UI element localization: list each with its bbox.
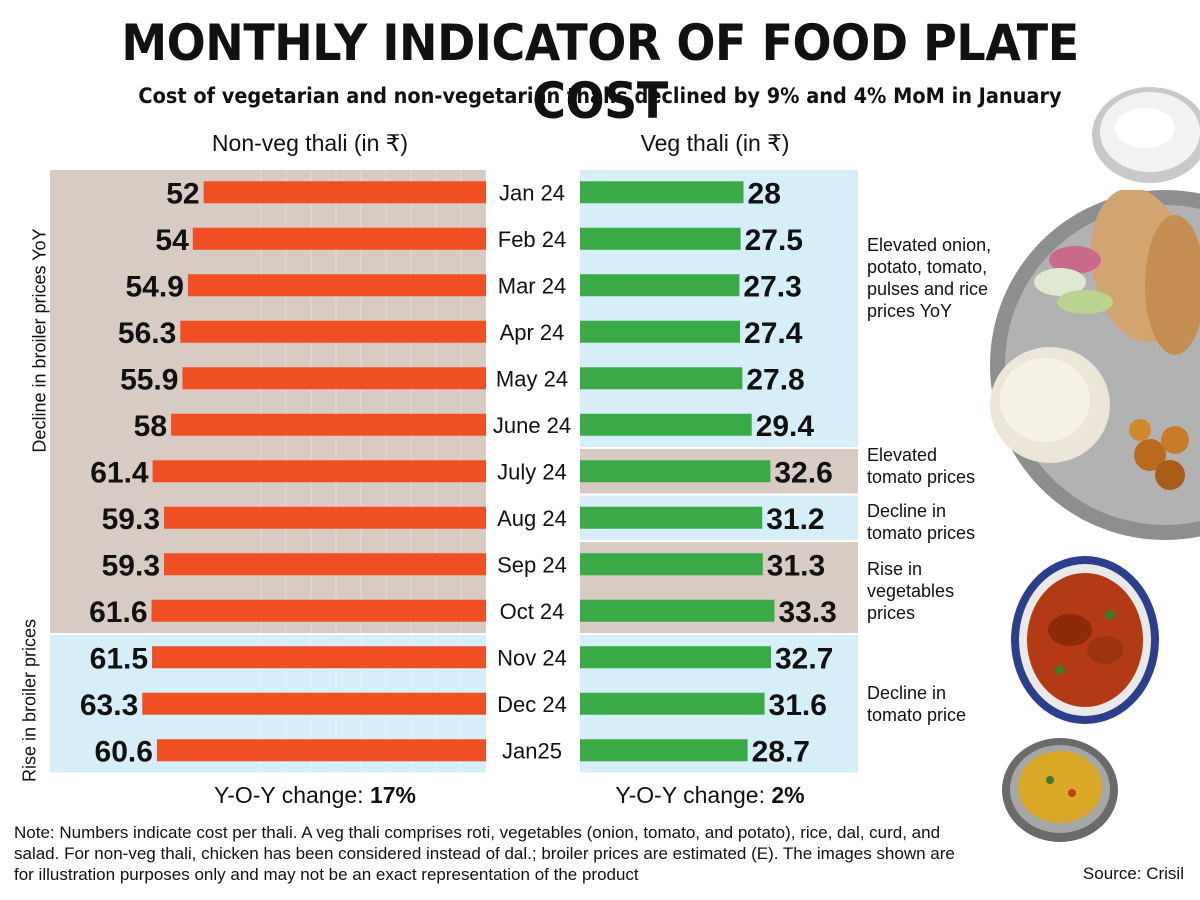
nonveg-value-label: 58 <box>134 410 167 443</box>
month-label: Dec 24 <box>497 692 567 717</box>
nonveg-bar <box>152 646 486 669</box>
chicken-curry-bowl-image <box>1011 556 1159 724</box>
veg-value-label: 27.5 <box>745 224 803 257</box>
nonveg-bar <box>156 739 486 762</box>
nonveg-bar <box>152 460 486 483</box>
nonveg-bar <box>164 553 486 576</box>
nonveg-value-label: 63.3 <box>80 689 138 722</box>
veg-value-label: 27.8 <box>746 363 804 396</box>
veg-bar <box>580 646 771 669</box>
nonveg-value-label: 55.9 <box>120 363 178 396</box>
nonveg-bar <box>151 599 486 622</box>
veg-bar <box>580 739 748 762</box>
source-credit: Source: Crisil <box>1082 864 1184 883</box>
footnote: Note: Numbers indicate cost per thali. A… <box>14 823 955 884</box>
nonveg-bar <box>180 320 486 343</box>
nonveg-band-label-decline: Decline in broiler prices YoY <box>29 228 50 453</box>
veg-band-1 <box>580 170 858 447</box>
nonveg-yoy-value: 17% <box>369 782 417 808</box>
veg-value-label: 32.7 <box>775 642 833 675</box>
veg-bar <box>580 181 744 204</box>
veg-value-label: 31.3 <box>767 549 825 582</box>
nonveg-value-label: 61.5 <box>90 642 148 675</box>
veg-value-label: 27.3 <box>743 270 801 303</box>
month-label: July 24 <box>497 459 567 484</box>
veg-bar <box>580 506 763 529</box>
nonveg-band-label-rise: Rise in broiler prices <box>19 618 40 783</box>
curd-bowl-image <box>1092 87 1200 183</box>
nonveg-bar <box>182 367 486 390</box>
veg-value-label: 32.6 <box>774 456 832 489</box>
veg-bar <box>580 227 741 250</box>
veg-bar <box>580 367 743 390</box>
veg-band-annotation-4: Rise in vegetables prices <box>867 559 955 623</box>
nonveg-value-label: 54.9 <box>126 270 184 303</box>
nonveg-bar <box>142 692 486 715</box>
month-label: Oct 24 <box>500 599 565 624</box>
veg-yoy-change: Y-O-Y change: 2% <box>585 782 835 809</box>
veg-band-annotation-3: Decline in tomato prices <box>867 501 976 543</box>
veg-band-annotation-1: Elevated onion, potato, tomato, pulses a… <box>867 235 992 321</box>
veg-bar <box>580 460 771 483</box>
month-label: Mar 24 <box>498 273 566 298</box>
veg-yoy-value: 2% <box>771 782 805 808</box>
nonveg-bar <box>164 506 486 529</box>
veg-band-annotation-2: Elevated tomato prices <box>867 445 976 487</box>
veg-value-label: 27.4 <box>744 317 803 350</box>
nonveg-header: Non-veg thali (in ₹) <box>211 130 409 156</box>
nonveg-bar <box>192 227 486 250</box>
dal-bowl-image <box>1002 738 1118 842</box>
nonveg-value-label: 61.4 <box>90 456 149 489</box>
nonveg-value-label: 56.3 <box>118 317 176 350</box>
veg-bar <box>580 413 752 436</box>
chart-title: MONTHLY INDICATOR OF FOOD PLATE COST <box>121 14 1079 130</box>
veg-value-label: 29.4 <box>756 410 815 443</box>
nonveg-value-label: 59.3 <box>102 549 160 582</box>
nonveg-yoy-label: Y-O-Y change: <box>213 782 370 808</box>
nonveg-bar <box>171 413 486 436</box>
veg-thali-plate-image <box>990 190 1200 540</box>
butterfly-bar-chart: 52 28 Jan 24 54 27.5 Feb 24 54.9 27.3 Mar 24 56.3… <box>50 170 858 773</box>
month-label: Nov 24 <box>497 645 567 670</box>
veg-value-label: 31.6 <box>769 689 827 722</box>
veg-value-label: 28 <box>748 177 781 210</box>
veg-header: Veg thali (in ₹) <box>640 130 790 156</box>
nonveg-value-label: 52 <box>166 177 199 210</box>
month-label: Sep 24 <box>497 552 567 577</box>
nonveg-value-label: 54 <box>155 224 189 257</box>
nonveg-yoy-change: Y-O-Y change: 17% <box>150 782 480 809</box>
nonveg-value-label: 59.3 <box>102 503 160 536</box>
veg-bar <box>580 320 741 343</box>
chart-subtitle: Cost of vegetarian and non-vegetarian th… <box>138 84 1062 108</box>
month-label: Aug 24 <box>497 506 567 531</box>
veg-bar <box>580 599 775 622</box>
veg-value-label: 33.3 <box>778 596 836 629</box>
veg-bar <box>580 553 763 576</box>
month-label: May 24 <box>496 366 568 391</box>
nonveg-value-label: 60.6 <box>95 735 153 768</box>
veg-value-label: 31.2 <box>766 503 824 536</box>
veg-bar <box>580 274 740 297</box>
month-label: Jan25 <box>502 738 562 763</box>
nonveg-bar <box>203 181 486 204</box>
month-label: Feb 24 <box>498 227 567 252</box>
veg-bar <box>580 692 765 715</box>
veg-value-label: 28.7 <box>752 735 810 768</box>
month-label: June 24 <box>493 413 571 438</box>
veg-yoy-label: Y-O-Y change: <box>615 782 772 808</box>
month-label: Jan 24 <box>499 180 565 205</box>
nonveg-bar <box>187 274 486 297</box>
veg-band-annotation-5: Decline in tomato price <box>867 683 967 725</box>
nonveg-value-label: 61.6 <box>89 596 147 629</box>
month-label: Apr 24 <box>500 320 565 345</box>
